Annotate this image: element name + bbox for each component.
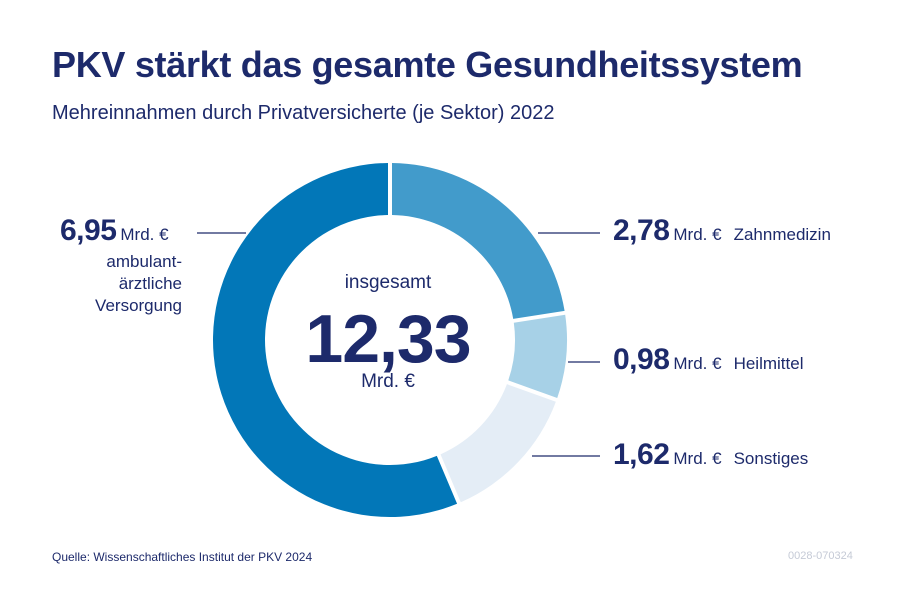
value-label-heilmittel: 0,98 [613, 343, 670, 376]
document-code: 0028-070324 [788, 550, 853, 562]
category-label-sonstiges: Sonstiges [733, 449, 809, 468]
unit-label-zahnmedizin: Mrd. € [673, 225, 722, 244]
value-label-sonstiges: 1,62 [613, 438, 670, 471]
donut-slice-heilmittel [508, 314, 567, 399]
category-label-ambulant-line1: ambulant- [106, 252, 182, 271]
donut-slice-zahnmedizin [391, 163, 565, 319]
callout-zahnmedizin: 2,78 Mrd. € Zahnmedizin [613, 214, 831, 248]
category-label-ambulant: ambulant- ärztliche Versorgung [60, 251, 182, 317]
unit-label-sonstiges: Mrd. € [673, 449, 722, 468]
category-label-heilmittel: Heilmittel [733, 354, 804, 373]
unit-label-ambulant: Mrd. € [120, 225, 169, 244]
center-total-value: 12,33 [305, 301, 471, 377]
unit-label-heilmittel: Mrd. € [673, 354, 722, 373]
value-label-ambulant: 6,95 [60, 214, 117, 247]
source-note: Quelle: Wissenschaftliches Institut der … [52, 550, 313, 564]
chart-subtitle: Mehreinnahmen durch Privatversicherte (j… [52, 102, 555, 124]
chart-title: PKV stärkt das gesamte Gesundheitssystem [52, 44, 803, 85]
category-label-ambulant-line3: Versorgung [95, 296, 182, 315]
center-caption: insgesamt [344, 272, 432, 293]
category-label-ambulant-line2: ärztliche [118, 274, 182, 293]
value-label-zahnmedizin: 2,78 [613, 214, 670, 247]
callout-heilmittel: 0,98 Mrd. € Heilmittel [613, 343, 803, 377]
donut-slice-ambulant [213, 163, 458, 518]
callout-sonstiges: 1,62 Mrd. € Sonstiges [613, 438, 808, 472]
callout-ambulant: 6,95 Mrd. € [60, 214, 169, 248]
center-unit: Mrd. € [361, 371, 415, 392]
donut-slice-sonstiges [440, 384, 556, 503]
category-label-zahnmedizin: Zahnmedizin [733, 225, 831, 244]
